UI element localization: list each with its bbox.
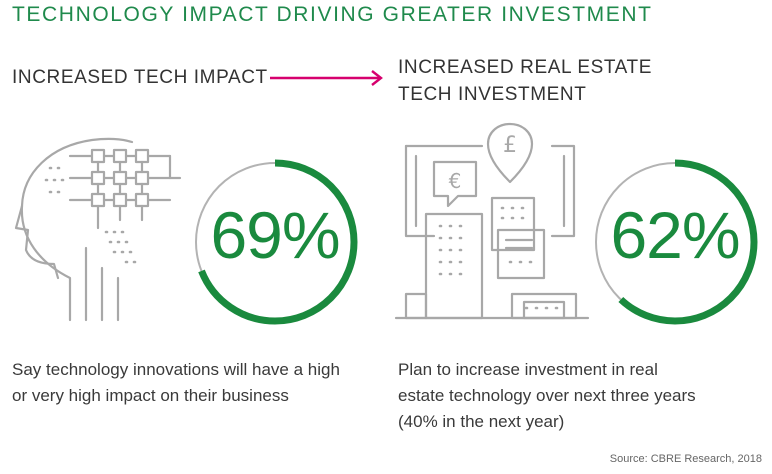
right-percent-label: 62% <box>610 198 740 272</box>
left-heading: INCREASED TECH IMPACT <box>12 67 268 88</box>
source-note: Source: CBRE Research, 2018 <box>609 453 762 465</box>
right-description-line1: Plan to increase investment in real <box>398 360 658 379</box>
right-description-line2: estate technology over next three years <box>398 386 696 405</box>
left-ring-fill <box>192 159 358 325</box>
right-heading-line2: TECH INVESTMENT <box>398 84 587 105</box>
svg-text:£: £ <box>503 133 517 158</box>
arrow-right-icon <box>270 70 383 86</box>
page-title: TECHNOLOGY IMPACT DRIVING GREATER INVEST… <box>12 3 653 26</box>
head-circuit-icon <box>14 137 182 322</box>
left-description: Say technology innovations will have a h… <box>12 360 340 405</box>
right-progress-ring <box>592 159 758 325</box>
left-percent-label: 69% <box>210 198 340 272</box>
real-estate-tech-icon: £ € <box>394 122 590 320</box>
right-description-line3: (40% in the next year) <box>398 412 565 431</box>
right-ring-fill <box>592 159 758 325</box>
right-description: Plan to increase investment in real esta… <box>398 357 768 435</box>
right-heading-line1: INCREASED REAL ESTATE <box>398 57 653 78</box>
left-progress-ring <box>192 159 358 325</box>
svg-text:€: € <box>449 169 462 193</box>
right-heading: INCREASED REAL ESTATE TECH INVESTMENT <box>398 54 652 108</box>
